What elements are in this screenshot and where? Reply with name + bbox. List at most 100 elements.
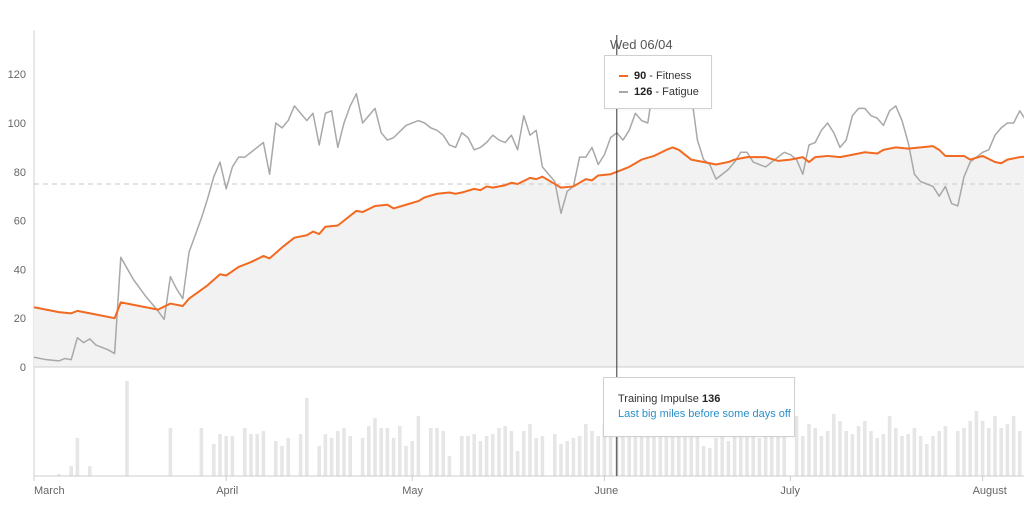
impulse-bar (987, 428, 991, 476)
impulse-bar (918, 436, 923, 476)
impulse-row: Training Impulse 136 (618, 393, 720, 405)
impulse-bar (683, 428, 687, 476)
impulse-bar (553, 434, 557, 476)
impulse-bar (125, 381, 129, 476)
impulse-bar (218, 434, 222, 476)
tooltip-fatigue-label: - Fatigue (652, 86, 699, 98)
impulse-bar (968, 421, 972, 476)
impulse-bar (460, 436, 464, 476)
impulse-bar (832, 414, 836, 476)
month-label: May (402, 485, 423, 497)
impulse-bar (230, 436, 235, 476)
impulse-bar (980, 421, 985, 476)
impulse-bar (813, 428, 817, 476)
month-label: June (594, 485, 618, 497)
impulse-bar (416, 416, 421, 476)
impulse-bar (689, 434, 693, 476)
y-axis-ticks: 0 20 40 60 80 100 120 (8, 69, 26, 374)
impulse-bar (509, 431, 514, 476)
impulse-bar (658, 434, 662, 476)
tooltip-fatigue-row: 126 - Fatigue (619, 86, 699, 98)
impulse-bar (751, 434, 755, 476)
impulse-bar (398, 426, 402, 476)
impulse-bar (199, 428, 204, 476)
impulse-label: Training Impulse (618, 393, 702, 405)
impulse-bar (261, 431, 266, 476)
impulse-bar (937, 431, 941, 476)
fatigue-legend-swatch (619, 91, 628, 93)
impulse-bar (249, 434, 253, 476)
impulse-bar (429, 428, 433, 476)
impulse-bar (565, 441, 569, 476)
impulse-bar (875, 438, 879, 476)
month-label: April (216, 485, 238, 497)
impulse-bar (435, 428, 439, 476)
y-tick-label: 80 (14, 167, 26, 179)
impulse-bar (540, 436, 545, 476)
y-tick-label: 100 (8, 118, 26, 130)
impulse-bar (894, 428, 898, 476)
impulse-bar (484, 436, 489, 476)
impulse-bar (534, 438, 538, 476)
impulse-bar (286, 438, 290, 476)
impulse-bar (844, 431, 848, 476)
impulse-bar (274, 441, 278, 476)
impulse-bar (478, 441, 483, 476)
impulse-bar (497, 428, 501, 476)
impulse-bar (590, 431, 594, 476)
impulse-bar (962, 428, 966, 476)
impulse-bar (224, 436, 228, 476)
impulse-bar (776, 424, 780, 476)
y-tick-label: 0 (20, 362, 26, 374)
impulse-bar (956, 431, 960, 476)
impulse-bar (584, 424, 588, 476)
impulse-bar (571, 438, 576, 476)
impulse-bar (745, 436, 749, 476)
impulse-bar (701, 446, 706, 476)
impulse-bar (633, 416, 638, 476)
impulse-bar (379, 428, 383, 476)
y-tick-label: 60 (14, 216, 26, 228)
impulse-bar (317, 446, 321, 476)
impulse-bar (838, 421, 842, 476)
impulse-bar (1005, 424, 1010, 476)
impulse-bar (596, 436, 600, 476)
x-axis-months: March April May June July August (33, 476, 1007, 497)
impulse-bar (447, 456, 452, 476)
impulse-bar (602, 424, 607, 476)
impulse-bar (677, 424, 681, 476)
impulse-bar (943, 426, 948, 476)
month-label: July (780, 485, 800, 497)
impulse-bar (608, 426, 613, 476)
fitness-legend-swatch (619, 75, 628, 77)
tooltip-fitness-row: 90 - Fitness (619, 70, 691, 82)
impulse-bar (528, 424, 532, 476)
impulse-bar (732, 434, 737, 476)
impulse-note-link[interactable]: Last big miles before some days off (618, 408, 791, 420)
impulse-bar (466, 436, 470, 476)
impulse-bar (695, 424, 700, 476)
impulse-bar (385, 428, 390, 476)
impulse-bar (739, 428, 743, 476)
impulse-bar (441, 431, 445, 476)
impulse-bar (708, 448, 712, 476)
impulse-bar (900, 436, 904, 476)
impulse-bar (670, 434, 675, 476)
month-label: August (973, 485, 1007, 497)
impulse-bar (627, 428, 631, 476)
impulse-bar (410, 441, 414, 476)
impulse-bar (280, 446, 284, 476)
impulse-bar (472, 434, 476, 476)
hover-date: Wed 06/04 (610, 37, 673, 52)
impulse-bar (794, 416, 799, 476)
impulse-bar (646, 414, 650, 476)
impulse-bar (726, 441, 731, 476)
impulse-bar (348, 436, 352, 476)
impulse-bar (57, 474, 61, 476)
tooltip-fitness-label: - Fitness (646, 70, 692, 82)
impulse-bar (88, 466, 92, 476)
y-tick-label: 120 (8, 69, 26, 81)
impulse-bar (255, 434, 259, 476)
impulse-bar (652, 428, 656, 476)
impulse-bar (714, 438, 718, 476)
